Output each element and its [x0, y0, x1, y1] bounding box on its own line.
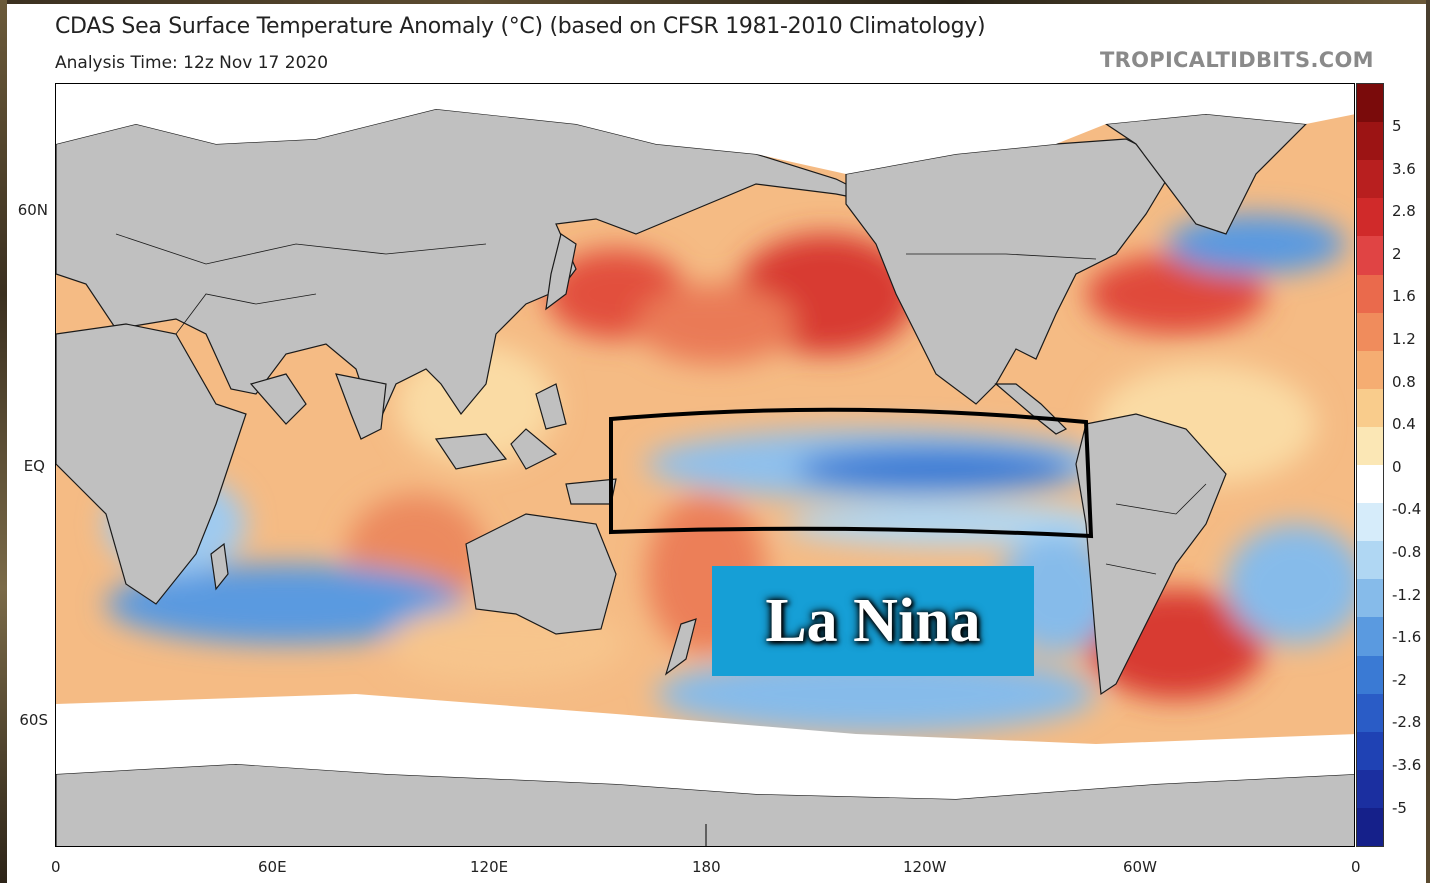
lon-label-0-west: 0: [51, 858, 61, 876]
colorbar-tick-label: 0: [1392, 457, 1402, 476]
nino-region-outline: [609, 407, 1094, 539]
colorbar-segment: [1357, 579, 1383, 618]
colorbar-tick-label: -1.6: [1392, 628, 1422, 647]
colorbar-tick-label: -0.8: [1392, 543, 1422, 561]
lon-label-60w: 60W: [1123, 858, 1157, 876]
colorbar-tick-label: 3.6: [1392, 159, 1416, 178]
lon-label-0-east: 0: [1351, 858, 1361, 876]
analysis-time: Analysis Time: 12z Nov 17 2020: [55, 53, 329, 73]
colorbar-segment: [1357, 465, 1383, 504]
colorbar-tick-label: -2.8: [1392, 713, 1422, 732]
lat-label-60s: 60S: [19, 711, 48, 729]
la-nina-callout: La Nina: [712, 566, 1034, 676]
colorbar-tick-label: 1.6: [1392, 287, 1416, 306]
colorbar-tick-label: 1.2: [1392, 330, 1416, 348]
lat-label-60n: 60N: [17, 201, 48, 219]
colorbar-tick-label: -0.4: [1392, 500, 1422, 519]
colorbar-segment: [1357, 731, 1383, 771]
colorbar-tick-label: -2: [1392, 670, 1407, 689]
colorbar-segment: [1357, 655, 1383, 695]
map-title: CDAS Sea Surface Temperature Anomaly (°C…: [55, 14, 986, 39]
sst-anomaly-map: [55, 83, 1355, 847]
colorbar-segment: [1357, 426, 1383, 466]
lat-label-eq: EQ: [23, 457, 45, 475]
colorbar-tick-label: 0.8: [1392, 372, 1416, 391]
colorbar-tick-label: 2: [1392, 244, 1402, 263]
colorbar-segment: [1357, 769, 1383, 809]
colorbar-segment: [1357, 274, 1383, 314]
land-masses: [56, 108, 1354, 846]
colorbar-segment: [1357, 388, 1383, 428]
photo-edge-right: [1426, 0, 1430, 883]
map-svg: [56, 84, 1354, 846]
lon-label-180: 180: [692, 858, 721, 876]
colorbar-segment: [1357, 350, 1383, 390]
source-watermark: TROPICALTIDBITS.COM: [1100, 48, 1374, 72]
colorbar-tick-label: 5: [1392, 117, 1402, 135]
colorbar-tick-label: 2.8: [1392, 202, 1416, 221]
colorbar-segment: [1357, 807, 1383, 847]
la-nina-label: La Nina: [765, 586, 981, 655]
colorbar-segment: [1357, 693, 1383, 733]
colorbar-segment: [1357, 236, 1383, 275]
colorbar-segment: [1357, 617, 1383, 656]
colorbar-segment: [1357, 160, 1383, 199]
lon-label-60e: 60E: [258, 858, 287, 876]
colorbar-segment: [1357, 312, 1383, 352]
colorbar-tick-label: -5: [1392, 798, 1407, 817]
colorbar-segment: [1357, 503, 1383, 542]
lon-label-120w: 120W: [903, 858, 947, 876]
colorbar-tick-label: -3.6: [1392, 756, 1422, 774]
country-borders: [115, 233, 1207, 575]
colorbar-segment: [1357, 122, 1383, 161]
photo-edge-top: [0, 0, 1430, 4]
colorbar-segment: [1357, 84, 1383, 123]
colorbar-tick-label: -1.2: [1392, 585, 1422, 604]
colorbar-segment: [1357, 198, 1383, 237]
colorbar-tick-label: 0.4: [1392, 415, 1416, 434]
photo-edge-left: [0, 0, 7, 883]
sea-ice: [56, 84, 1354, 799]
lon-label-120e: 120E: [470, 858, 509, 876]
colorbar-segment: [1357, 541, 1383, 580]
colorbar: [1356, 83, 1384, 847]
